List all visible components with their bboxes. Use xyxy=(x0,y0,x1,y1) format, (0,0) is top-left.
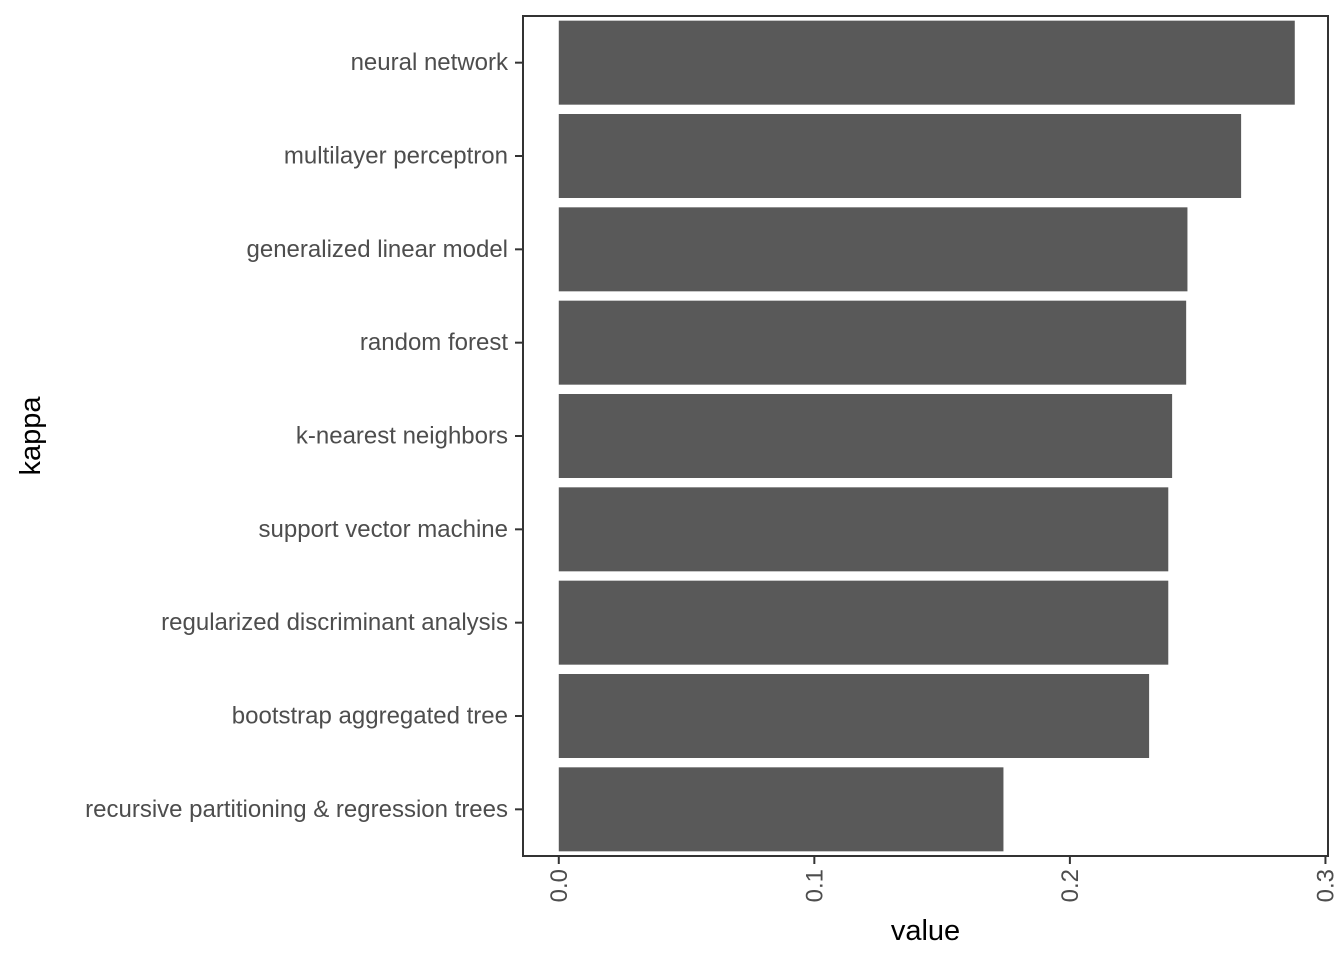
bar-1 xyxy=(558,114,1242,198)
category-label-5: support vector machine xyxy=(259,516,508,543)
bar-3 xyxy=(558,300,1187,385)
category-label-1: multilayer perceptron xyxy=(284,143,508,170)
bar-7 xyxy=(558,674,1150,758)
x-axis-title: value xyxy=(891,915,960,947)
category-label-8: recursive partitioning & regression tree… xyxy=(85,796,508,823)
category-label-0: neural network xyxy=(351,49,509,76)
category-label-3: random forest xyxy=(360,329,508,356)
bar-2 xyxy=(558,207,1188,292)
category-label-2: generalized linear model xyxy=(247,236,509,263)
bar-8 xyxy=(558,767,1004,852)
x-tick-label-1: 0.1 xyxy=(801,869,828,902)
category-label-7: bootstrap aggregated tree xyxy=(232,703,508,730)
category-label-6: regularized discriminant analysis xyxy=(161,609,508,636)
x-tick-label-2: 0.2 xyxy=(1057,869,1084,902)
y-axis-title: kappa xyxy=(15,396,47,476)
category-label-4: k-nearest neighbors xyxy=(296,423,508,450)
bar-4 xyxy=(558,394,1173,478)
x-tick-label-3: 0.3 xyxy=(1312,869,1339,902)
bar-0 xyxy=(558,20,1295,105)
bar-6 xyxy=(558,580,1169,665)
bar-5 xyxy=(558,487,1169,572)
x-tick-label-0: 0.0 xyxy=(546,869,573,902)
